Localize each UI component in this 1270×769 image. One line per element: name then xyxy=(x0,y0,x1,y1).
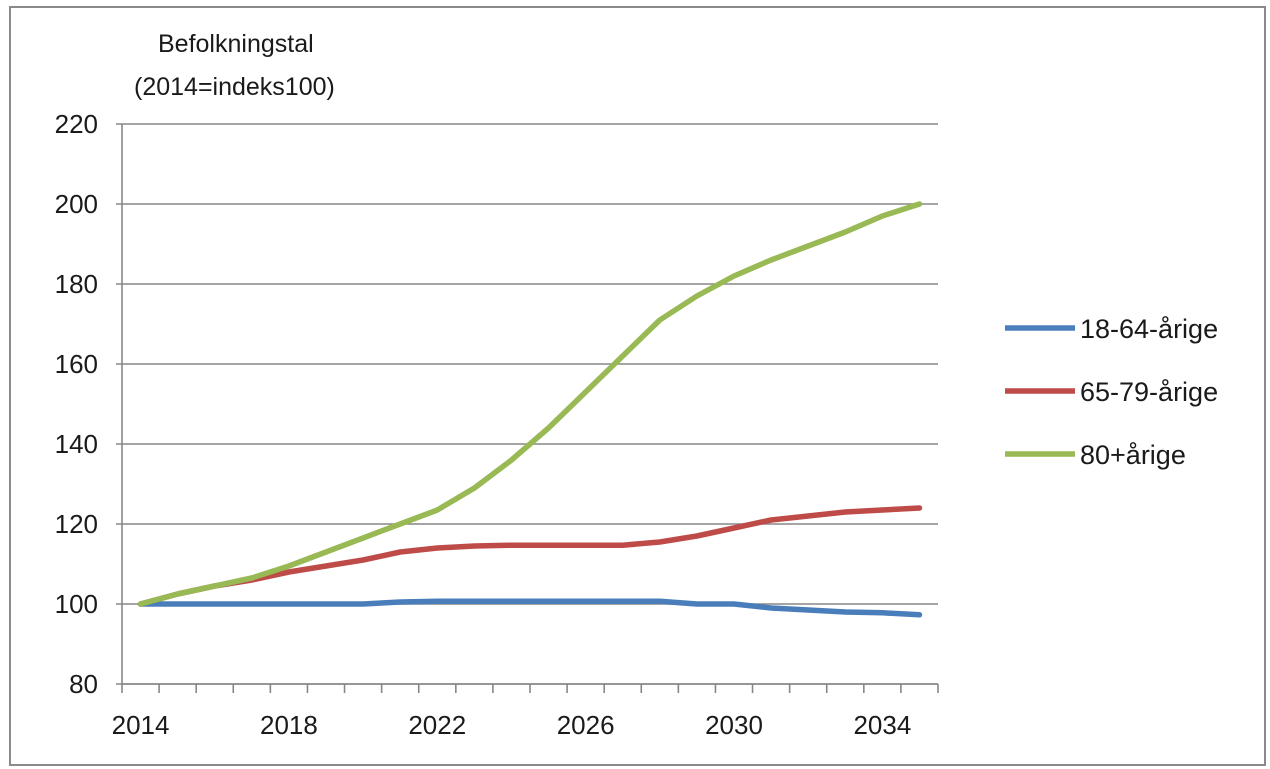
y-tick-label: 160 xyxy=(55,349,98,379)
x-tick-label: 2026 xyxy=(557,710,615,740)
axes xyxy=(121,124,939,693)
legend-label-3: 80+årige xyxy=(1080,440,1186,470)
y-axis-title-line1: Befolkningstal xyxy=(158,30,314,58)
y-tick-label: 200 xyxy=(55,189,98,219)
x-tick-label: 2030 xyxy=(705,710,763,740)
legend-label-2: 65-79-årige xyxy=(1080,377,1218,407)
x-tick-label: 2022 xyxy=(408,710,466,740)
x-tick-label: 2034 xyxy=(853,710,911,740)
legend: 18-64-årige 65-79-årige 80+årige xyxy=(1005,314,1218,470)
y-tick-label: 120 xyxy=(55,509,98,539)
y-axis-title-line2: (2014=indeks100) xyxy=(134,73,335,101)
series-line-2 xyxy=(137,505,923,607)
legend-label-1: 18-64-årige xyxy=(1080,314,1218,344)
series-line-3 xyxy=(137,201,923,607)
y-tick-label: 140 xyxy=(55,429,98,459)
x-tick-label: 2018 xyxy=(260,710,318,740)
x-tick-label: 2014 xyxy=(112,710,170,740)
series-lines xyxy=(137,201,923,618)
y-tick-label: 180 xyxy=(55,269,98,299)
y-tick-label: 100 xyxy=(55,589,98,619)
y-tick-label: 220 xyxy=(55,109,98,139)
x-tick-labels: 2014 2018 2022 2026 2030 2034 xyxy=(112,710,912,740)
series-line-1 xyxy=(137,598,923,618)
y-tick-labels: 80 100 120 140 160 180 200 220 xyxy=(55,109,98,699)
y-tick-label: 80 xyxy=(69,669,98,699)
chart-frame xyxy=(9,6,1266,766)
